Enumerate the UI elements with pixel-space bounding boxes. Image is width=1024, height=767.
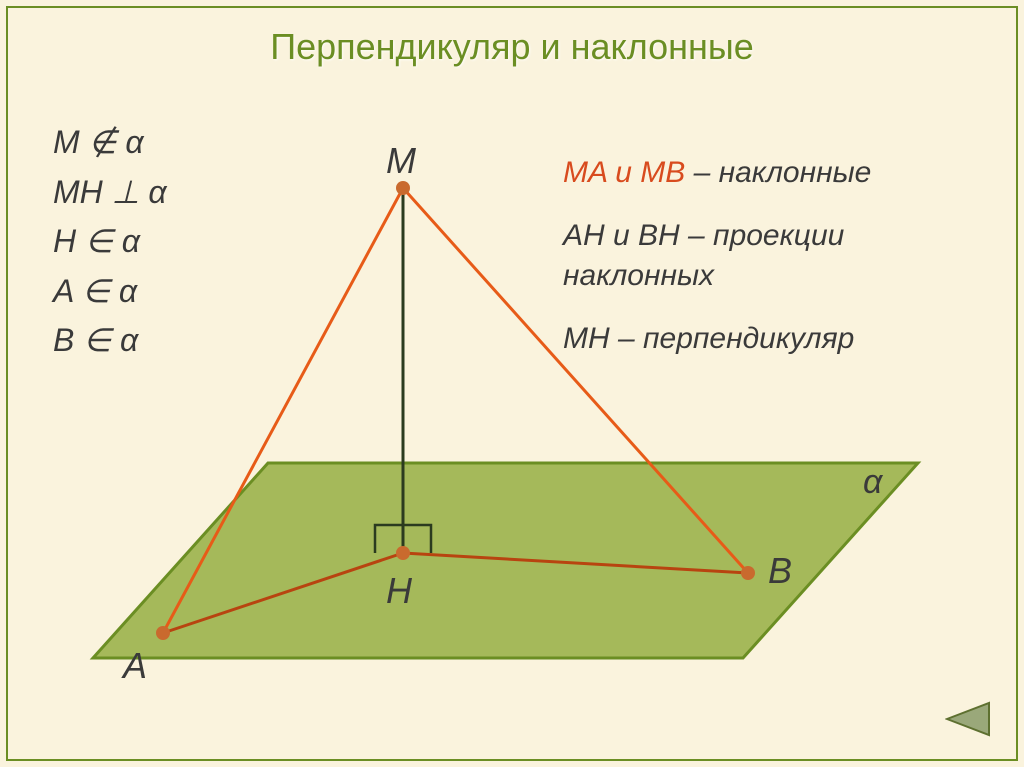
label-B: B [768, 550, 792, 591]
label-A: A [121, 645, 147, 686]
nav-back-button[interactable] [945, 701, 991, 737]
slide-frame: Перпендикуляр и наклонные M ∉ α MH ⊥ α H… [6, 6, 1018, 761]
label-alpha: α [863, 463, 884, 501]
point-H [396, 546, 410, 560]
geometry-diagram: M H A B α [8, 8, 1020, 763]
point-A [156, 626, 170, 640]
label-H: H [386, 570, 413, 611]
plane-alpha [93, 463, 918, 658]
label-M: M [386, 140, 416, 181]
point-B [741, 566, 755, 580]
triangle-left-icon [945, 701, 991, 737]
point-M [396, 181, 410, 195]
